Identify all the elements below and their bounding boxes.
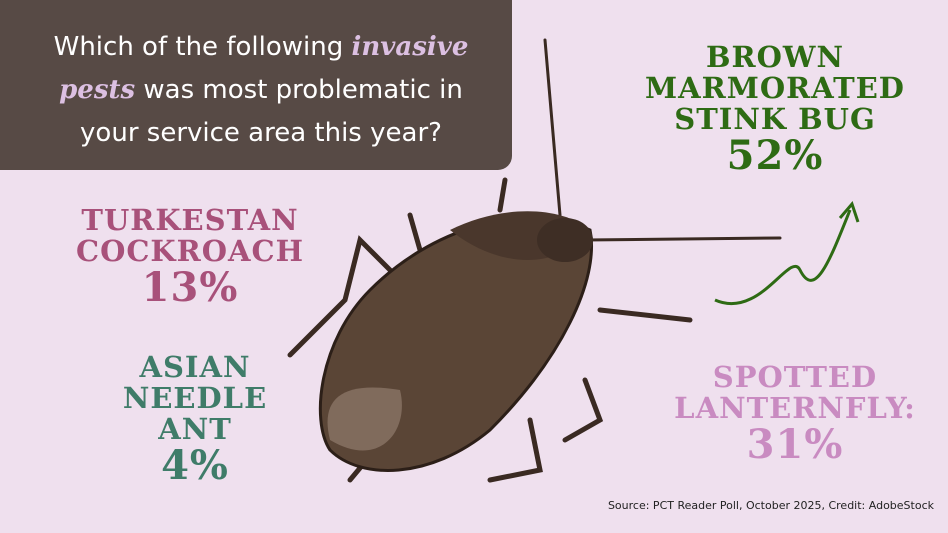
question-text-end: was most problematic in your service are… <box>80 75 463 148</box>
result-label: ASIAN NEEDLE ANT <box>122 350 268 446</box>
source-credit: Source: PCT Reader Poll, October 2025, C… <box>607 499 934 512</box>
result-label: SPOTTED LANTERNFLY: <box>674 360 916 425</box>
result-label: TURKESTAN COCKROACH <box>76 203 304 268</box>
result-spotted-lanternfly: SPOTTED LANTERNFLY: 31% <box>650 362 940 466</box>
result-asian-needle-ant: ASIAN NEEDLE ANT 4% <box>90 352 300 487</box>
result-percent: 31% <box>746 421 844 468</box>
result-turkestan-cockroach: TURKESTAN COCKROACH 13% <box>40 205 340 309</box>
result-percent: 52% <box>726 132 824 179</box>
result-percent: 13% <box>141 264 239 311</box>
curved-arrow <box>714 209 852 305</box>
result-brown-marmorated-stink-bug: BROWN MARMORATED STINK BUG 52% <box>610 42 940 177</box>
question-text: Which of the following <box>53 32 352 62</box>
question-box: Which of the following invasive pests wa… <box>0 0 512 170</box>
result-percent: 4% <box>161 442 229 489</box>
question-accent: invasive pests <box>59 32 469 105</box>
result-label: BROWN MARMORATED STINK BUG <box>645 40 905 136</box>
arrow-head-icon <box>838 201 860 223</box>
